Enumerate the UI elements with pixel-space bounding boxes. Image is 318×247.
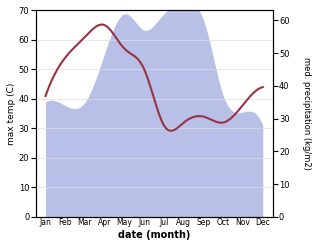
Y-axis label: max temp (C): max temp (C) — [7, 82, 16, 145]
Y-axis label: med. precipitation (kg/m2): med. precipitation (kg/m2) — [302, 57, 311, 170]
X-axis label: date (month): date (month) — [118, 230, 190, 240]
